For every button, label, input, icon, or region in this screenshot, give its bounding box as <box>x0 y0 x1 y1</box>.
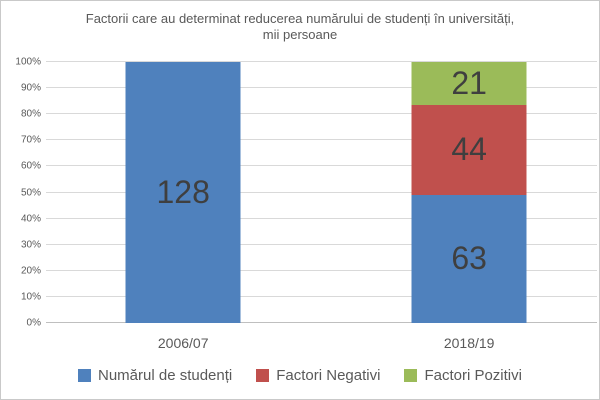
bar-column-2006/07: 128 <box>125 62 241 323</box>
legend-label: Factori Pozitivi <box>424 367 522 384</box>
gridline <box>46 139 597 141</box>
y-tick-label: 70% <box>20 134 41 146</box>
x-axis-line <box>46 322 597 323</box>
bar-segment: 63 <box>411 194 527 323</box>
bar-segment: 128 <box>125 62 241 323</box>
gridline <box>46 87 597 89</box>
gridline <box>46 295 597 297</box>
legend-swatch-icon <box>78 369 91 382</box>
legend-swatch-icon <box>404 369 418 382</box>
chart-title: Factorii care au determinat reducerea nu… <box>1 11 599 43</box>
y-tick-label: 90% <box>20 82 41 94</box>
legend: Numărul de studenți Factori Negativi Facto… <box>1 367 599 384</box>
gridline <box>46 165 597 167</box>
x-axis-labels: 2006/07 2018/19 <box>46 335 597 353</box>
x-tick-label: 2006/07 <box>157 335 209 351</box>
x-tick-label: 2018/19 <box>443 335 495 351</box>
y-axis-labels: 0% 10% 20% 30% 40% 50% 60% 70% 80% 90% 100% <box>1 57 41 329</box>
y-tick-label: 60% <box>20 160 41 172</box>
gridline <box>46 217 597 219</box>
legend-swatch-icon <box>256 369 270 382</box>
gridline <box>46 61 597 62</box>
bar-segment: 21 <box>411 62 527 105</box>
bar-segment: 44 <box>411 104 527 195</box>
y-tick-label: 80% <box>20 108 41 120</box>
legend-label: Factori Negativi <box>276 367 381 384</box>
legend-item: Numărul de studenți <box>78 367 232 384</box>
chart-title-line-1: Factorii care au determinat reducerea nu… <box>85 11 515 26</box>
gridline <box>46 243 597 245</box>
legend-label: Numărul de studenți <box>98 367 233 384</box>
bar-column-2018/19: 21 44 63 <box>411 62 527 323</box>
y-tick-label: 10% <box>20 291 41 303</box>
y-tick-label: 100% <box>15 56 41 68</box>
legend-item: Factori Negativi <box>256 367 380 384</box>
gridline <box>46 113 597 115</box>
plot-area: 128 21 44 63 <box>46 61 597 323</box>
gridline <box>46 269 597 271</box>
gridline <box>46 191 597 193</box>
y-tick-label: 50% <box>20 187 41 198</box>
y-tick-label: 0% <box>26 317 41 329</box>
y-tick-label: 30% <box>20 239 41 251</box>
legend-item: Factori Pozitivi <box>404 367 522 384</box>
y-tick-label: 40% <box>20 213 41 225</box>
y-tick-label: 20% <box>20 265 41 277</box>
chart-title-line-2: mii persoane <box>262 27 338 42</box>
